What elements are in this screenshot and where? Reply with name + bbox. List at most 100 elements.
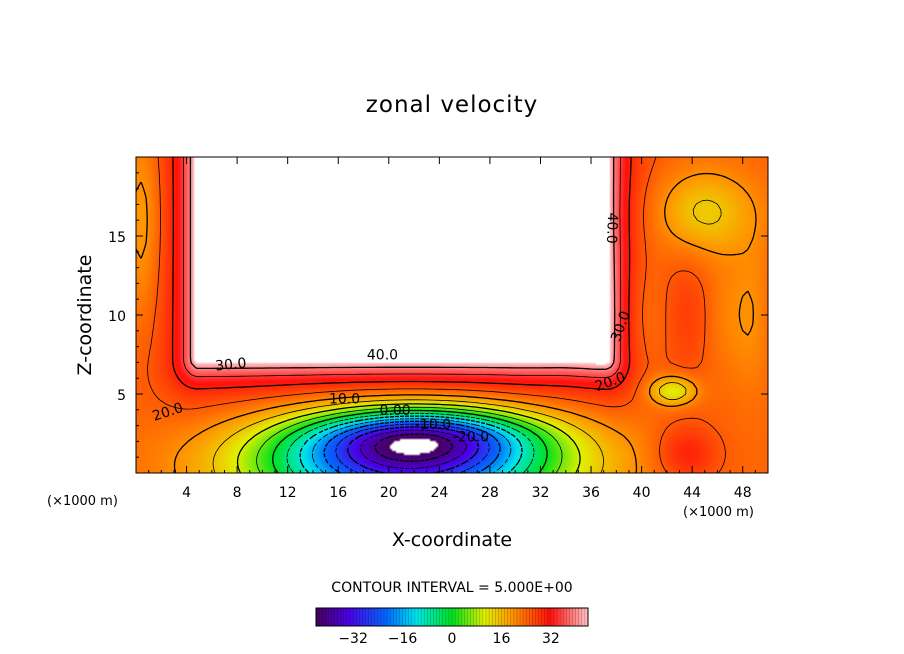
- contour-line: [272, 409, 548, 473]
- contour-line: [360, 429, 468, 469]
- colorbar-segment: [346, 608, 351, 626]
- colorbar-segment: [495, 608, 499, 626]
- x-unit-label-right: (×1000 m): [683, 505, 754, 520]
- colorbar-segment: [578, 608, 583, 626]
- colorbar-segment: [430, 608, 434, 626]
- x-tick-label: 12: [279, 485, 297, 501]
- colorbar-segment: [461, 608, 465, 626]
- colorbar-segment: [356, 608, 360, 626]
- contour-label: 30.0: [215, 355, 248, 374]
- contour-label: 0.00: [380, 403, 411, 419]
- colorbar-segment: [486, 608, 490, 626]
- colorbar-segment: [414, 608, 419, 626]
- contour-line: [189, 157, 616, 370]
- colorbar-segment: [581, 608, 586, 626]
- colorbar-segment: [328, 608, 332, 626]
- colorbar-segment: [396, 608, 400, 626]
- colorbar-segment: [554, 608, 558, 626]
- contour-lines: [136, 157, 757, 473]
- colorbar-segment: [390, 608, 394, 626]
- colorbar-segment: [584, 608, 589, 626]
- colorbar-segment: [365, 608, 369, 626]
- x-tick-label: 36: [582, 485, 600, 501]
- colorbar-segment: [384, 608, 388, 626]
- contour-line: [299, 415, 523, 473]
- colorbar-segment: [331, 608, 335, 626]
- colorbar-tick-label: −32: [338, 631, 368, 647]
- colorbar-segment: [316, 608, 320, 626]
- colorbar-segment: [402, 608, 407, 626]
- colorbar-tick-label: 32: [542, 631, 560, 647]
- colorbar-segment: [498, 608, 502, 626]
- x-tick-label: 16: [329, 485, 347, 501]
- contour-line: [347, 426, 480, 473]
- y-tick-label: 15: [108, 230, 126, 246]
- colorbar-segment: [445, 608, 450, 626]
- colorbar-segment: [541, 608, 546, 626]
- colorbar: [315, 607, 589, 627]
- colorbar-segment: [479, 608, 484, 626]
- x-tick-label: 24: [430, 485, 448, 501]
- contour-line: [171, 157, 632, 391]
- colorbar-segment: [532, 608, 536, 626]
- colorbar-segment: [359, 608, 363, 626]
- colorbar-segment: [418, 608, 422, 626]
- colorbar-segment: [557, 608, 561, 626]
- colorbar-segment: [334, 608, 339, 626]
- colorbar-segment: [489, 608, 493, 626]
- colorbar-segment: [427, 608, 431, 626]
- x-tick-label: 44: [683, 485, 701, 501]
- x-tick-label: 48: [734, 485, 752, 501]
- colorbar-segment: [343, 608, 348, 626]
- colorbar-segment: [547, 608, 552, 626]
- y-axis-label: Z-coordinate: [74, 255, 96, 376]
- colorbar-segment: [405, 608, 410, 626]
- contour-line: [374, 433, 454, 462]
- contour-label: 40.0: [603, 212, 620, 244]
- colorbar-segment: [455, 608, 459, 626]
- colorbar-segment: [448, 608, 453, 626]
- colorbar-segment: [544, 608, 549, 626]
- x-tick-label: 20: [380, 485, 398, 501]
- colorbar-segment: [442, 608, 447, 626]
- colorbar-segment: [513, 608, 518, 626]
- contour-label: 10.0: [329, 392, 360, 408]
- colorbar-segment: [523, 608, 527, 626]
- colorbar-segment: [439, 608, 444, 626]
- colorbar-segment: [371, 608, 376, 626]
- colorbar-segment: [387, 608, 391, 626]
- colorbar-segment: [575, 608, 580, 626]
- colorbar-segment: [374, 608, 379, 626]
- colorbar-segment: [501, 608, 505, 626]
- contour-label: -20.0: [453, 430, 489, 446]
- colorbar-segment: [467, 608, 471, 626]
- x-tick-label: 4: [182, 485, 191, 501]
- colorbar-segment: [322, 608, 326, 626]
- colorbar-segment: [337, 608, 342, 626]
- colorbar-segment: [476, 608, 481, 626]
- colorbar-segment: [507, 608, 512, 626]
- colorbar-tick-label: 0: [448, 631, 457, 647]
- colorbar-segment: [411, 608, 416, 626]
- contour-line: [236, 403, 581, 473]
- contour-line: [286, 412, 535, 473]
- x-tick-label: 8: [233, 485, 242, 501]
- colorbar-segment: [350, 608, 354, 626]
- y-tick-label: 10: [108, 309, 126, 325]
- colorbar-segment: [436, 608, 441, 626]
- colorbar-segment: [408, 608, 413, 626]
- contour-line: [335, 423, 490, 473]
- colorbar-segment: [566, 608, 570, 626]
- colorbar-segment: [458, 608, 462, 626]
- colorbar-segment: [572, 608, 577, 626]
- contour-label: 40.0: [367, 348, 398, 364]
- contour-interval-text: CONTOUR INTERVAL = 5.000E+00: [331, 580, 572, 596]
- colorbar-segment: [473, 608, 478, 626]
- colorbar-segment: [520, 608, 524, 626]
- colorbar-segment: [470, 608, 475, 626]
- colorbar-segment: [560, 608, 564, 626]
- contour-line: [147, 157, 726, 473]
- colorbar-segment: [424, 608, 428, 626]
- contour-line: [312, 418, 512, 473]
- colorbar-segment: [362, 608, 366, 626]
